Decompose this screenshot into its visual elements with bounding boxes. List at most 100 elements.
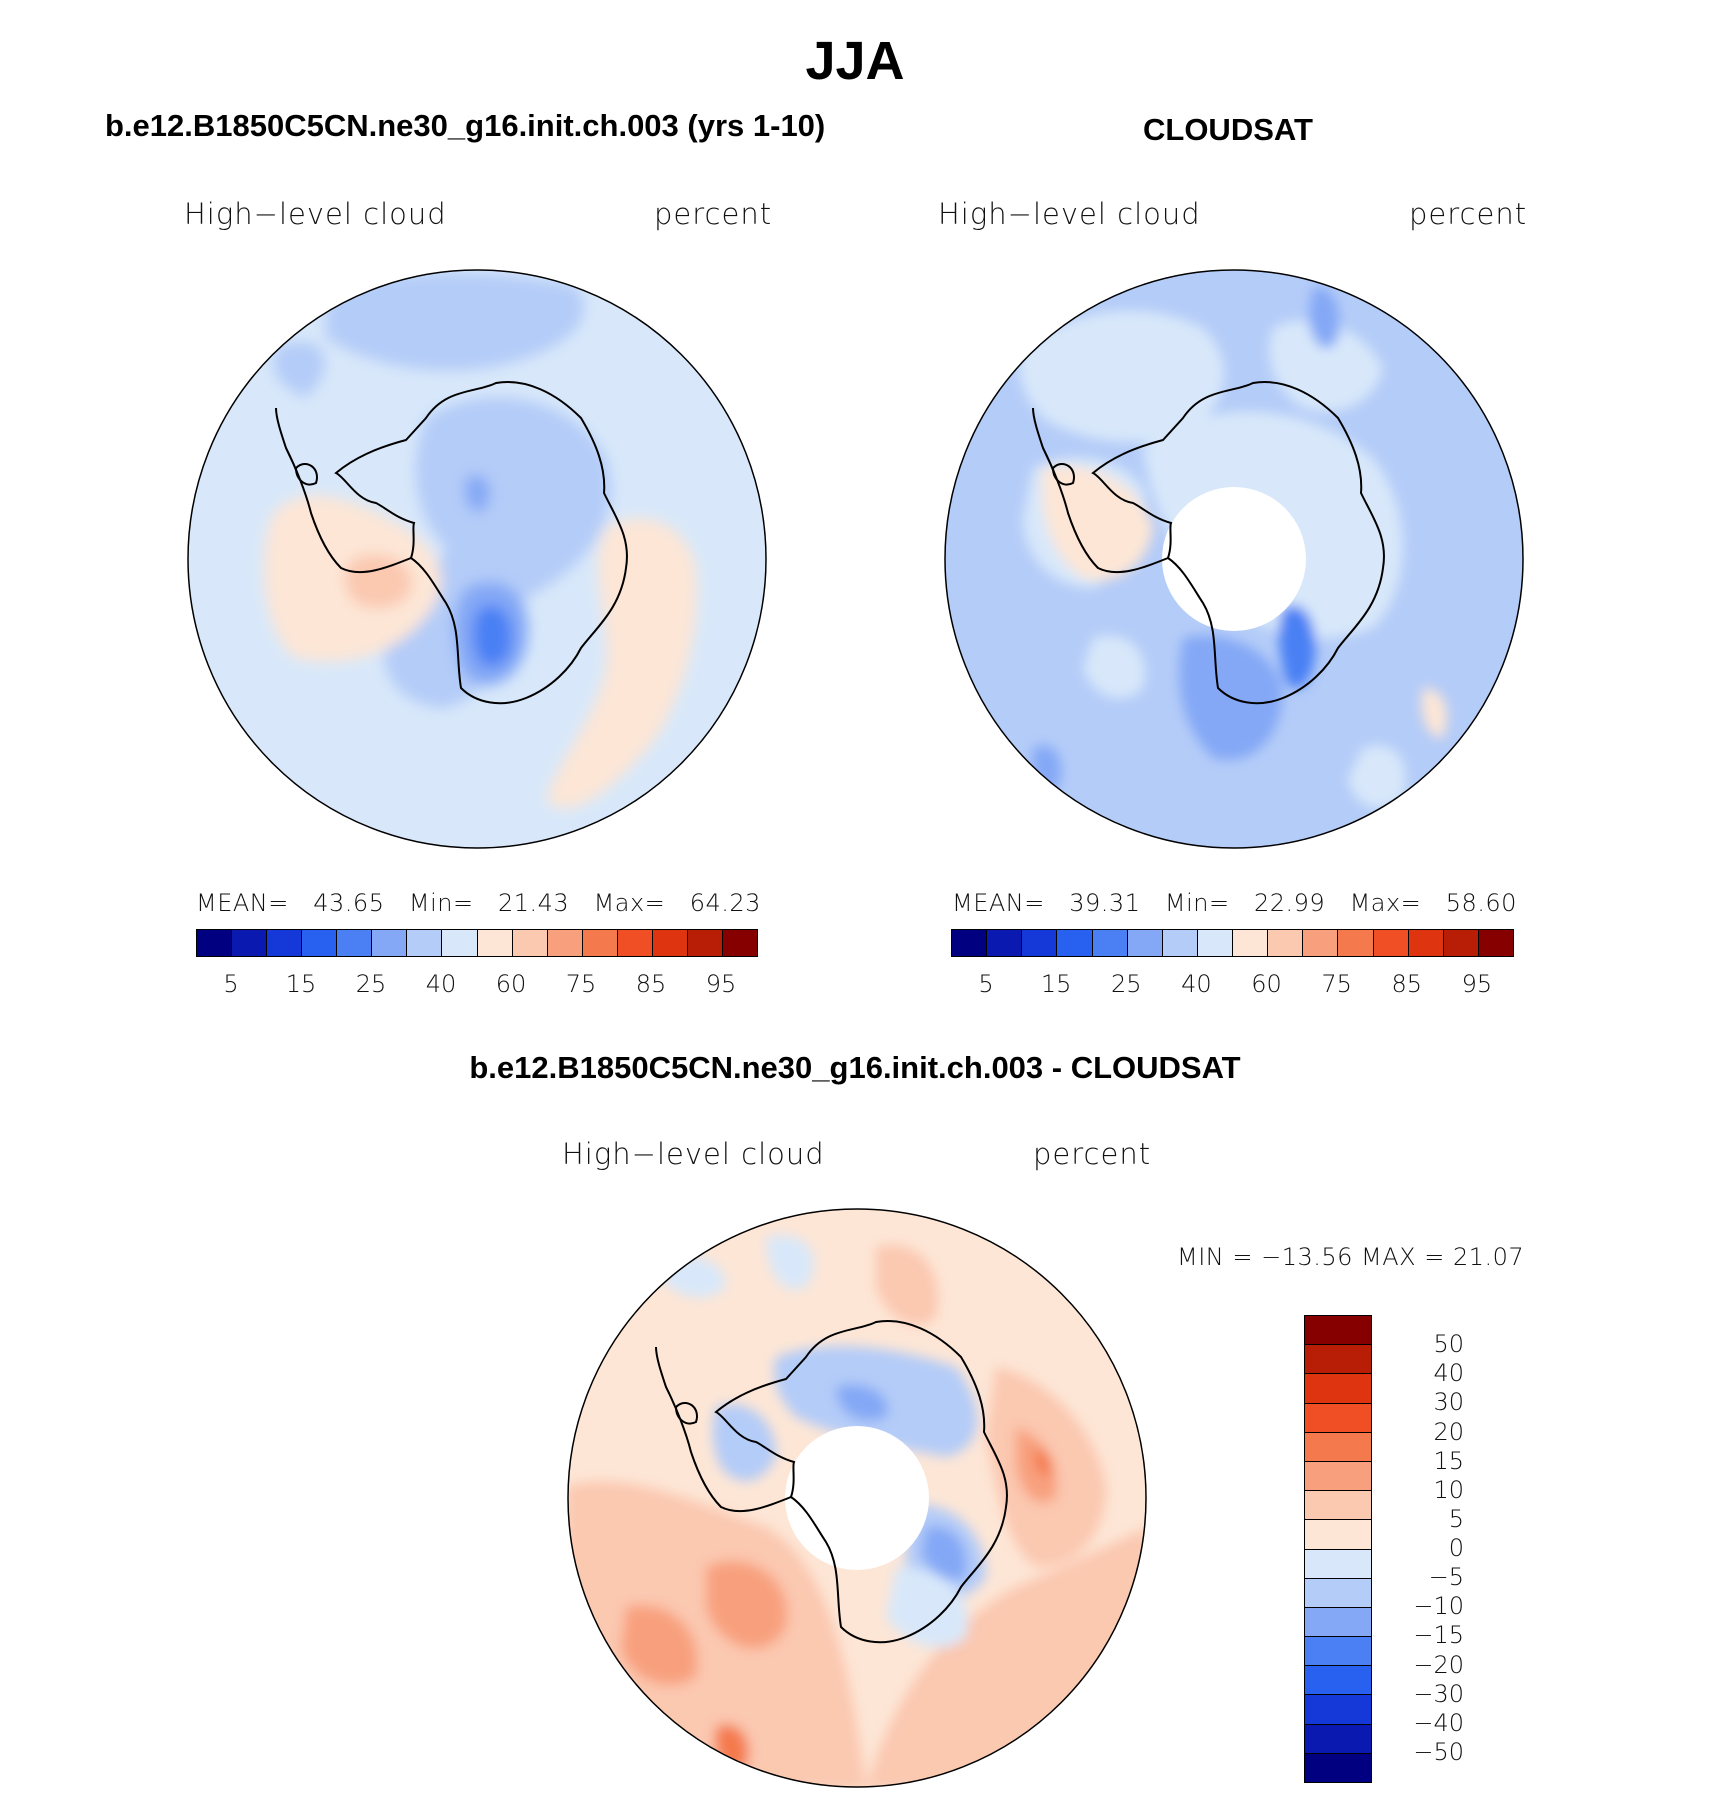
panel2-polar-map xyxy=(944,269,1524,849)
colorbar-swatch xyxy=(1408,930,1444,956)
colorbar-swatch xyxy=(1127,930,1163,956)
colorbar-swatch xyxy=(1305,1695,1371,1725)
colorbar-swatch xyxy=(512,930,548,956)
colorbar-swatch xyxy=(1233,930,1269,956)
colorbar-swatch xyxy=(1303,930,1339,956)
colorbar-tick-label: 95 xyxy=(1461,970,1493,998)
colorbar-tick-label: 60 xyxy=(495,970,527,998)
colorbar-swatch xyxy=(477,930,513,956)
colorbar-swatch xyxy=(1305,1607,1371,1638)
colorbar-tick-label: 10 xyxy=(1433,1475,1464,1504)
colorbar-swatch xyxy=(1305,1345,1371,1375)
colorbar-swatch xyxy=(1305,1637,1371,1667)
colorbar-swatch xyxy=(1305,1520,1371,1550)
colorbar-swatch xyxy=(442,930,478,956)
colorbar-tick-label: 15 xyxy=(1040,970,1072,998)
colorbar-tick-label: 25 xyxy=(1111,970,1142,998)
colorbar-swatch xyxy=(1197,930,1233,956)
colorbar-swatch xyxy=(1092,930,1128,956)
panel3-variable-label: High−level cloud xyxy=(562,1137,825,1171)
panel2-colorbar-labels: 5 15 25 40 60 75 85 95 xyxy=(951,970,1512,1000)
colorbar-tick-label: 20 xyxy=(1433,1417,1464,1446)
colorbar-swatch xyxy=(687,930,723,956)
colorbar-tick-label: 15 xyxy=(1433,1446,1464,1475)
colorbar-swatch xyxy=(337,930,373,956)
panel2-units-label: percent xyxy=(1409,197,1528,231)
colorbar-tick-label: 50 xyxy=(1433,1330,1464,1359)
colorbar-swatch xyxy=(1305,1316,1371,1346)
panel1-colorbar-labels: 5 15 25 40 60 75 85 95 xyxy=(196,970,756,1000)
panel3-colorbar xyxy=(1304,1315,1372,1783)
colorbar-tick-label: 40 xyxy=(1181,970,1212,998)
panel3-units-label: percent xyxy=(1033,1137,1152,1171)
colorbar-swatch xyxy=(582,930,618,956)
figure-title: JJA xyxy=(805,31,905,91)
colorbar-tick-label: 5 xyxy=(223,970,239,998)
colorbar-tick-label: 60 xyxy=(1251,970,1282,998)
panel1-stats: MEAN= 43.65 Min= 21.43 Max= 64.23 xyxy=(196,889,761,917)
colorbar-swatch xyxy=(722,930,757,956)
colorbar-tick-label: 75 xyxy=(565,970,597,998)
colorbar-swatch xyxy=(1305,1403,1371,1433)
colorbar-tick-label: −15 xyxy=(1413,1621,1464,1650)
colorbar-swatch xyxy=(1305,1432,1371,1462)
colorbar-tick-label: 5 xyxy=(978,970,994,998)
panel1-polar-map xyxy=(187,269,767,849)
panel3-title: b.e12.B1850C5CN.ne30_g16.init.ch.003 - C… xyxy=(469,1050,1241,1085)
colorbar-tick-label: −50 xyxy=(1413,1737,1464,1766)
colorbar-swatch xyxy=(302,930,338,956)
colorbar-swatch xyxy=(1305,1724,1371,1754)
colorbar-tick-label: 15 xyxy=(285,970,317,998)
colorbar-swatch xyxy=(547,930,583,956)
panel2-colorbar xyxy=(951,929,1514,957)
colorbar-swatch xyxy=(1478,930,1513,956)
colorbar-swatch xyxy=(1305,1753,1371,1782)
colorbar-swatch xyxy=(1305,1666,1371,1696)
colorbar-swatch xyxy=(267,930,303,956)
colorbar-swatch xyxy=(1305,1578,1371,1608)
panel3-colorbar-labels: 50 40 30 20 15 10 5 0 −5 −10 −15 −20 −30 −40 −50 xyxy=(1384,1315,1464,1781)
colorbar-swatch xyxy=(652,930,688,956)
colorbar-tick-label: −40 xyxy=(1413,1708,1464,1737)
panel1-title: b.e12.B1850C5CN.ne30_g16.init.ch.003 (yr… xyxy=(105,108,826,143)
colorbar-swatch xyxy=(232,930,268,956)
colorbar-swatch xyxy=(1338,930,1374,956)
colorbar-swatch xyxy=(372,930,408,956)
colorbar-tick-label: 40 xyxy=(1433,1359,1464,1388)
colorbar-swatch xyxy=(1305,1491,1371,1521)
colorbar-tick-label: 5 xyxy=(1448,1504,1464,1533)
colorbar-tick-label: 75 xyxy=(1321,970,1352,998)
colorbar-tick-label: 30 xyxy=(1433,1388,1464,1417)
colorbar-swatch xyxy=(952,930,988,956)
colorbar-swatch xyxy=(1373,930,1409,956)
colorbar-tick-label: 40 xyxy=(425,970,457,998)
panel2-title: CLOUDSAT xyxy=(1143,112,1313,147)
colorbar-swatch xyxy=(1162,930,1198,956)
panel2-stats: MEAN= 39.31 Min= 22.99 Max= 58.60 xyxy=(952,889,1517,917)
colorbar-swatch xyxy=(1305,1461,1371,1492)
colorbar-tick-label: 85 xyxy=(1391,970,1423,998)
colorbar-swatch xyxy=(1268,930,1304,956)
colorbar-tick-label: −5 xyxy=(1428,1563,1464,1592)
colorbar-tick-label: 85 xyxy=(635,970,667,998)
colorbar-swatch xyxy=(407,930,443,956)
colorbar-tick-label: −10 xyxy=(1413,1592,1464,1621)
colorbar-tick-label: −20 xyxy=(1413,1650,1464,1679)
colorbar-swatch xyxy=(987,930,1023,956)
panel1-variable-label: High−level cloud xyxy=(184,197,447,231)
colorbar-swatch xyxy=(1022,930,1058,956)
colorbar-swatch xyxy=(617,930,653,956)
colorbar-swatch xyxy=(1057,930,1093,956)
colorbar-tick-label: 95 xyxy=(705,970,737,998)
panel1-colorbar xyxy=(196,929,758,957)
colorbar-tick-label: 0 xyxy=(1448,1534,1464,1562)
colorbar-swatch xyxy=(1305,1374,1371,1404)
colorbar-swatch xyxy=(1305,1549,1371,1579)
panel1-units-label: percent xyxy=(654,197,773,231)
panel2-variable-label: High−level cloud xyxy=(938,197,1201,231)
panel3-polar-map xyxy=(567,1208,1147,1788)
colorbar-swatch xyxy=(1443,930,1479,956)
colorbar-tick-label: −30 xyxy=(1413,1679,1464,1708)
colorbar-swatch xyxy=(197,930,233,956)
panel3-stats: MIN = −13.56 MAX = 21.07 xyxy=(1177,1243,1525,1271)
